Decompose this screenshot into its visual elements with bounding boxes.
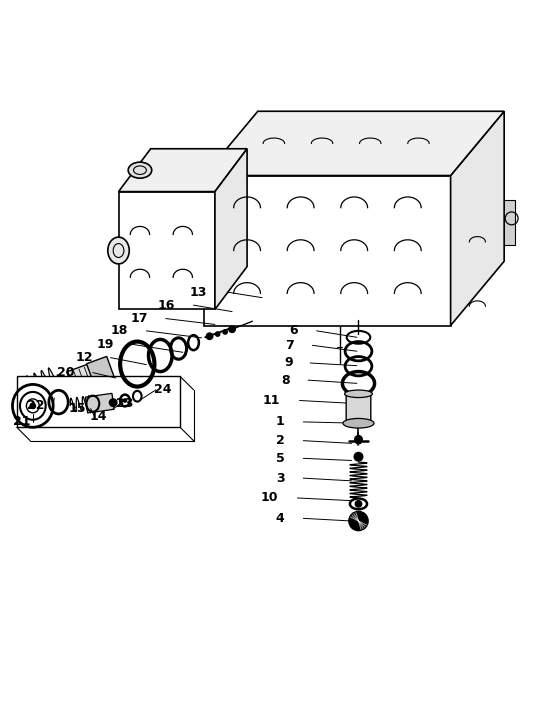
Ellipse shape xyxy=(354,454,363,460)
Circle shape xyxy=(215,332,220,336)
Circle shape xyxy=(349,511,368,531)
Text: 17: 17 xyxy=(130,312,148,325)
Ellipse shape xyxy=(108,237,129,264)
Circle shape xyxy=(355,438,362,444)
Polygon shape xyxy=(204,176,451,325)
Ellipse shape xyxy=(128,162,152,178)
Text: 11: 11 xyxy=(263,394,280,407)
Text: 9: 9 xyxy=(284,356,293,370)
Circle shape xyxy=(229,326,235,333)
Text: 10: 10 xyxy=(260,492,278,505)
Polygon shape xyxy=(451,111,504,325)
Text: 2: 2 xyxy=(276,434,285,447)
Circle shape xyxy=(355,501,362,507)
Polygon shape xyxy=(86,356,116,390)
Text: 7: 7 xyxy=(286,339,294,352)
Text: 19: 19 xyxy=(97,338,114,351)
Text: 20: 20 xyxy=(57,366,75,379)
Circle shape xyxy=(354,452,363,461)
Polygon shape xyxy=(17,376,180,428)
FancyBboxPatch shape xyxy=(346,393,371,424)
Polygon shape xyxy=(204,111,504,176)
Polygon shape xyxy=(85,393,114,413)
Text: 16: 16 xyxy=(157,298,175,311)
Circle shape xyxy=(30,403,35,409)
Polygon shape xyxy=(215,149,247,309)
Polygon shape xyxy=(67,359,109,394)
Polygon shape xyxy=(119,149,247,192)
Circle shape xyxy=(223,330,227,334)
Text: 1: 1 xyxy=(276,415,285,428)
Ellipse shape xyxy=(343,418,374,428)
Ellipse shape xyxy=(345,390,372,398)
Text: 12: 12 xyxy=(75,351,93,364)
Text: 24: 24 xyxy=(154,383,171,396)
Text: 13: 13 xyxy=(190,286,207,299)
Circle shape xyxy=(110,399,117,407)
Text: 6: 6 xyxy=(289,325,298,338)
Circle shape xyxy=(206,333,213,340)
Text: 4: 4 xyxy=(276,512,285,525)
Text: 15: 15 xyxy=(69,402,86,415)
Circle shape xyxy=(124,399,127,402)
Text: 5: 5 xyxy=(276,452,285,465)
Text: 3: 3 xyxy=(276,472,285,485)
Text: 18: 18 xyxy=(111,325,128,338)
Circle shape xyxy=(355,436,362,443)
Polygon shape xyxy=(119,192,215,309)
Text: 21: 21 xyxy=(13,415,30,428)
FancyBboxPatch shape xyxy=(499,200,515,245)
Text: 8: 8 xyxy=(281,374,290,387)
Text: 14: 14 xyxy=(89,410,107,423)
Text: 22: 22 xyxy=(27,399,45,412)
Text: 23: 23 xyxy=(116,396,134,409)
